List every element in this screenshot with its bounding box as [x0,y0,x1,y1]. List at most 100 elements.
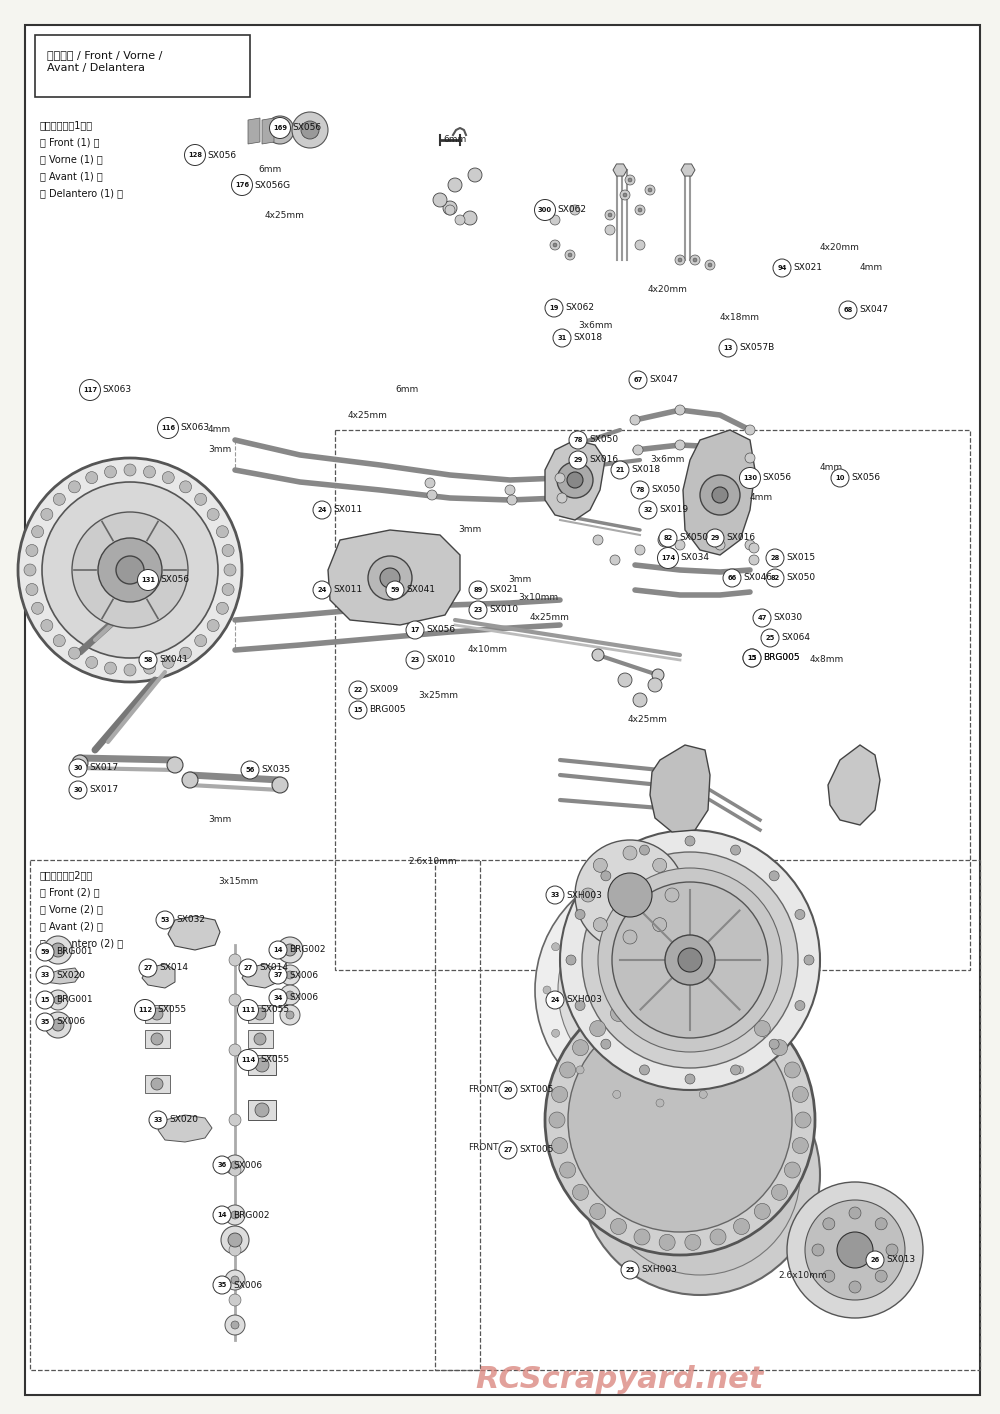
Circle shape [634,1229,650,1244]
Circle shape [612,882,768,1038]
Circle shape [723,568,741,587]
Circle shape [690,255,700,264]
Circle shape [613,881,621,889]
Circle shape [792,1086,808,1103]
Circle shape [151,1034,163,1045]
Circle shape [628,178,632,182]
Circle shape [98,537,162,602]
Circle shape [575,1001,585,1011]
Circle shape [195,493,207,505]
Circle shape [255,1058,269,1072]
Text: 4x8mm: 4x8mm [810,656,844,665]
Circle shape [207,509,219,520]
Circle shape [552,1138,568,1154]
Circle shape [769,871,779,881]
Circle shape [754,1203,770,1219]
Circle shape [124,464,136,477]
Circle shape [760,943,768,950]
Circle shape [610,556,620,566]
Text: 29: 29 [573,457,583,462]
Circle shape [269,966,287,984]
Text: 4mm: 4mm [820,464,843,472]
Circle shape [766,568,784,587]
Circle shape [570,205,580,215]
Circle shape [180,648,192,659]
Circle shape [546,991,564,1010]
Text: ＜ Vorne (1) ＞: ＜ Vorne (1) ＞ [40,154,103,164]
Bar [145,1005,170,1022]
Text: SXH003: SXH003 [641,1266,677,1274]
Text: 4x18mm: 4x18mm [720,314,760,322]
Text: SX020: SX020 [169,1116,198,1124]
Circle shape [42,482,218,658]
Text: 176: 176 [235,182,249,188]
Text: 3x6mm: 3x6mm [578,321,612,329]
Circle shape [534,199,556,221]
Circle shape [608,872,652,918]
Circle shape [769,986,777,994]
Text: SX056: SX056 [160,575,190,584]
Circle shape [144,662,156,674]
Circle shape [222,544,234,557]
Text: 53: 53 [160,918,170,923]
Circle shape [621,1261,639,1280]
Circle shape [86,656,98,669]
Circle shape [678,257,682,262]
Text: 89: 89 [473,587,483,592]
Bar [35,35,250,98]
Circle shape [611,461,629,479]
Circle shape [663,549,677,561]
Circle shape [675,255,685,264]
Circle shape [349,701,367,718]
Circle shape [229,1244,241,1256]
Text: SX006: SX006 [233,1161,262,1169]
Bar [435,860,980,1370]
Circle shape [32,526,44,537]
Circle shape [639,846,649,855]
Circle shape [773,259,791,277]
Circle shape [349,682,367,699]
Circle shape [648,677,662,691]
Circle shape [565,250,575,260]
Circle shape [229,954,241,966]
Text: ＜ Avant (1) ＞: ＜ Avant (1) ＞ [40,171,103,181]
Circle shape [745,426,755,436]
Circle shape [229,1044,241,1056]
Polygon shape [158,1116,212,1143]
Text: SX050: SX050 [786,574,815,583]
Text: 3x10mm: 3x10mm [518,594,558,602]
Circle shape [406,650,424,669]
Circle shape [36,943,54,962]
Circle shape [837,1232,873,1268]
Text: 34: 34 [273,995,283,1001]
Text: SXT005: SXT005 [519,1086,553,1094]
Circle shape [48,990,68,1010]
Text: SX013: SX013 [886,1256,915,1264]
Circle shape [213,1157,231,1174]
Circle shape [645,185,655,195]
Circle shape [207,619,219,632]
Text: 94: 94 [777,264,787,271]
Circle shape [266,116,294,144]
Text: SX018: SX018 [573,334,602,342]
Circle shape [228,1233,242,1247]
Circle shape [224,564,236,575]
Text: SX034: SX034 [680,553,710,563]
Text: SX063: SX063 [103,386,132,395]
Circle shape [239,959,257,977]
Circle shape [610,1005,626,1021]
Circle shape [590,1203,606,1219]
Polygon shape [650,745,710,831]
Circle shape [72,512,188,628]
Circle shape [550,215,560,225]
Text: SX006: SX006 [289,994,318,1003]
Circle shape [425,478,435,488]
Polygon shape [168,916,220,950]
Circle shape [675,440,685,450]
Text: 4mm: 4mm [208,426,231,434]
Text: SX041: SX041 [159,656,188,665]
Circle shape [273,123,287,137]
Circle shape [231,1210,239,1219]
Circle shape [678,947,702,971]
Circle shape [652,669,664,682]
